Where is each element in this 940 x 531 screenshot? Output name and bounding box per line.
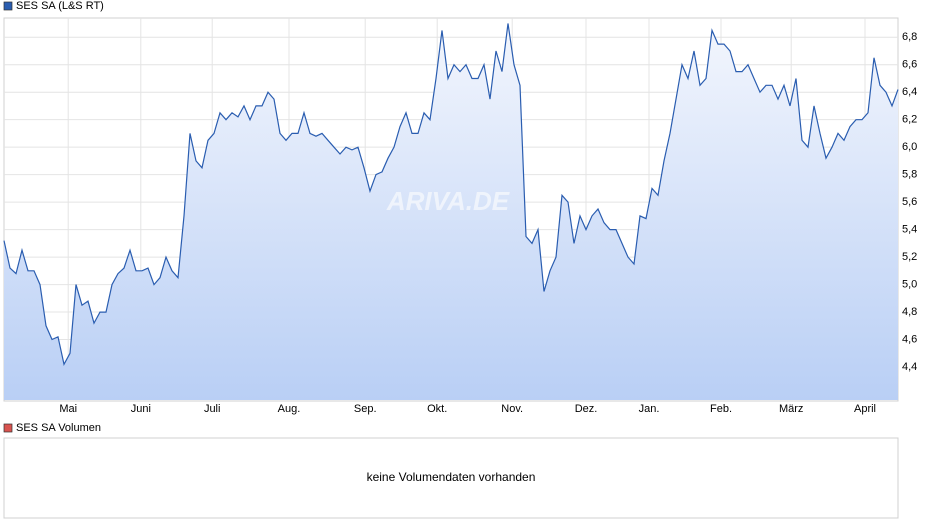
x-tick-label: Juni <box>131 403 151 415</box>
price-line <box>3 23 899 366</box>
y-tick-label: 6,6 <box>902 59 917 71</box>
volume-message: keine Volumendaten vorhanden <box>367 470 536 484</box>
y-tick-label: 6,8 <box>902 31 917 43</box>
y-tick-label: 4,4 <box>902 361 917 373</box>
y-tick-label: 5,0 <box>902 278 917 290</box>
x-tick-label: Jan. <box>639 403 660 415</box>
x-tick-label: Feb. <box>710 403 732 415</box>
x-tick-label: Dez. <box>575 403 598 415</box>
x-tick-label: April <box>854 403 876 415</box>
x-tick-label: Sep. <box>354 403 377 415</box>
legend-swatch <box>3 423 13 433</box>
y-tick-label: 6,4 <box>902 86 917 98</box>
watermark: ARIVA.DE <box>386 186 510 216</box>
y-tick-label: 4,8 <box>902 306 917 318</box>
y-tick-label: 5,8 <box>902 169 917 181</box>
area-fill <box>4 23 898 400</box>
plot <box>3 23 899 400</box>
x-tick-label: Okt. <box>427 403 447 415</box>
y-tick-label: 6,2 <box>902 114 917 126</box>
x-tick-label: Juli <box>204 403 221 415</box>
y-tick-label: 5,4 <box>902 224 917 236</box>
volume-title: SES SA Volumen <box>16 422 101 434</box>
legend-swatch <box>3 1 13 11</box>
x-tick-label: Nov. <box>501 403 523 415</box>
volume-frame <box>3 437 899 519</box>
x-tick-label: Mai <box>59 403 77 415</box>
x-tick-label: März <box>779 403 803 415</box>
legend-label: SES SA (L&S RT) <box>16 0 104 12</box>
y-tick-label: 5,6 <box>902 196 917 208</box>
y-tick-label: 4,6 <box>902 333 917 345</box>
x-tick-label: Aug. <box>278 403 301 415</box>
y-tick-label: 6,0 <box>902 141 917 153</box>
y-tick-label: 5,2 <box>902 251 917 263</box>
